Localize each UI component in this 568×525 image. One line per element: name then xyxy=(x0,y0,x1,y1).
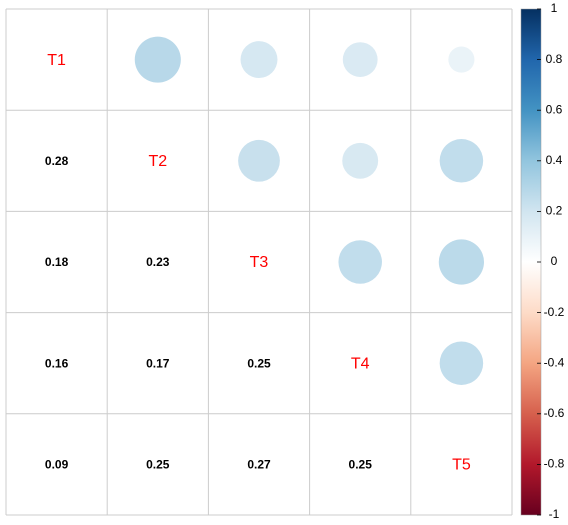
correlation-circle xyxy=(439,139,484,183)
variable-label: T3 xyxy=(250,254,269,271)
variable-label: T4 xyxy=(351,355,370,372)
variable-label: T5 xyxy=(452,457,471,474)
correlation-value: 0.16 xyxy=(45,356,69,370)
colorbar-tick-label: -0.4 xyxy=(544,355,565,369)
correlation-value: 0.25 xyxy=(349,458,373,472)
correlation-circle xyxy=(338,240,382,284)
correlation-value: 0.28 xyxy=(45,154,69,168)
variable-label: T2 xyxy=(148,153,167,170)
correlation-value: 0.09 xyxy=(45,458,69,472)
colorbar-tick-label: 1 xyxy=(551,1,558,15)
correlation-circle xyxy=(342,142,379,179)
correlation-value: 0.25 xyxy=(146,458,170,472)
colorbar-tick-label: 0.6 xyxy=(546,102,563,116)
colorbar-tick-label: 0.2 xyxy=(546,204,563,218)
correlation-circle xyxy=(342,42,378,78)
correlation-circle xyxy=(448,46,475,73)
correlation-value: 0.17 xyxy=(146,356,170,370)
variable-label: T1 xyxy=(47,52,66,69)
colorbar-tick-label: -0.6 xyxy=(544,406,565,420)
colorbar-tick-label: -0.8 xyxy=(544,457,565,471)
colorbar-tick-label: 0.4 xyxy=(546,153,563,167)
correlation-circle xyxy=(134,36,181,83)
correlation-value: 0.23 xyxy=(146,255,170,269)
correlation-circle xyxy=(439,341,484,385)
correlation-value: 0.18 xyxy=(45,255,69,269)
correlation-value: 0.27 xyxy=(247,458,271,472)
correlation-value: 0.25 xyxy=(247,356,271,370)
colorbar-tick-label: 0 xyxy=(551,254,558,268)
correlation-circle xyxy=(238,139,280,182)
colorbar-tick-label: -0.2 xyxy=(544,305,565,319)
correlation-circle xyxy=(438,239,485,285)
colorbar-tick-label: 0.8 xyxy=(546,52,563,66)
colorbar-tick-label: -1 xyxy=(549,507,560,521)
correlation-circle xyxy=(240,41,278,79)
